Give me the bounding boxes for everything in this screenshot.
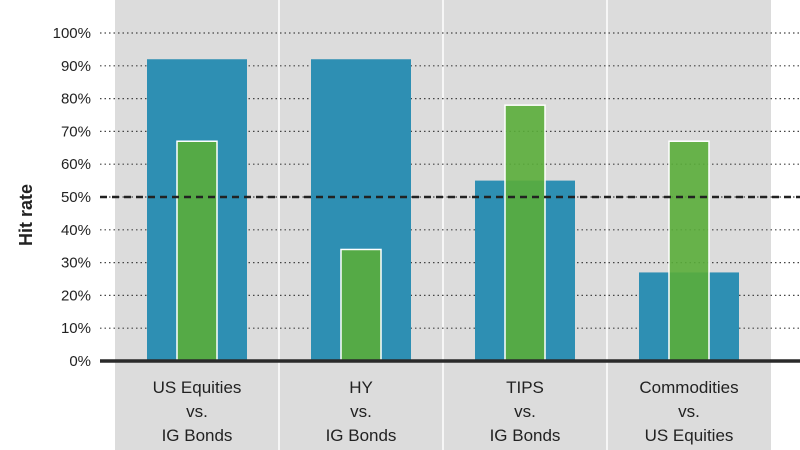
y-tick-label: 90%: [61, 58, 91, 75]
x-category-label: IG Bonds: [162, 426, 233, 445]
y-tick-label: 0%: [69, 353, 91, 370]
axes: 0% 10% 20% 30% 40% 50% 60% 70% 80% 90% 100% US Equi…: [53, 25, 800, 445]
y-tick-label: 20%: [61, 287, 91, 304]
y-axis-label: Hit rate: [16, 184, 36, 246]
y-tick-label: 80%: [61, 91, 91, 108]
x-category-label: vs.: [350, 402, 372, 421]
x-category-label: vs.: [186, 402, 208, 421]
bar-series-2: [668, 140, 710, 362]
x-category-label: IG Bonds: [490, 426, 561, 445]
x-category-label: Commodities: [639, 378, 738, 397]
y-tick-label: 10%: [61, 320, 91, 337]
y-tick-label: 50%: [61, 189, 91, 206]
bar-series-2: [176, 140, 218, 362]
x-category-label: TIPS: [506, 378, 544, 397]
bar-series-2: [504, 104, 546, 362]
y-tick-label: 70%: [61, 123, 91, 140]
bar-series-2: [340, 248, 382, 362]
y-tick-label: 30%: [61, 255, 91, 272]
y-tick-label: 60%: [61, 156, 91, 173]
x-category-label: HY: [349, 378, 373, 397]
x-category-label: vs.: [514, 402, 536, 421]
y-tick-label: 100%: [53, 25, 91, 42]
x-category-label: US Equities: [645, 426, 734, 445]
x-category-label: IG Bonds: [326, 426, 397, 445]
x-category-label: vs.: [678, 402, 700, 421]
x-category-label: US Equities: [153, 378, 242, 397]
y-tick-label: 40%: [61, 222, 91, 239]
bars: [147, 59, 739, 362]
